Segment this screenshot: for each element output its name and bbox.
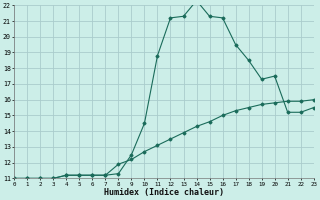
X-axis label: Humidex (Indice chaleur): Humidex (Indice chaleur): [104, 188, 224, 197]
